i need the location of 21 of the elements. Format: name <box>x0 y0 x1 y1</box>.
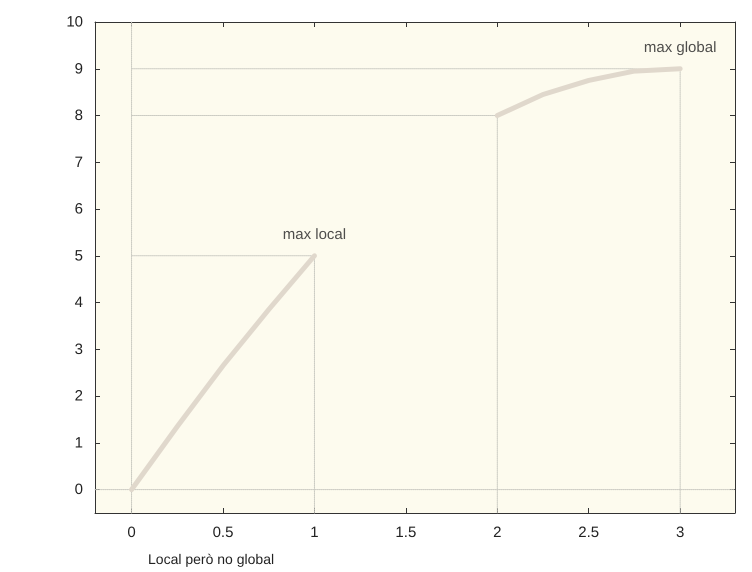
x-tick-label: 1.5 <box>395 524 416 541</box>
x-tick-label: 2.5 <box>578 524 600 541</box>
y-tick-label: 2 <box>74 388 83 405</box>
y-tick-label: 3 <box>74 340 83 358</box>
y-tick-label: 5 <box>74 247 83 264</box>
text: Local però no global <box>148 551 274 567</box>
y-tick-label: 9 <box>74 60 83 78</box>
x-tick-label: 2 <box>493 524 502 541</box>
y-tick-label: 4 <box>74 294 83 312</box>
annotation: max local <box>282 226 346 243</box>
x-tick-label: 0 <box>127 524 136 541</box>
y-tick-label: 1 <box>74 434 83 452</box>
x-tick-label: 0.5 <box>212 524 234 541</box>
y-tick-label: 8 <box>74 107 83 124</box>
x-tick-label: 3 <box>676 524 684 541</box>
y-tick-label: 7 <box>74 154 83 171</box>
y-tick-label: 10 <box>66 14 83 30</box>
annotation: max global <box>644 38 716 56</box>
y-tick-label: 0 <box>74 481 83 498</box>
x-tick-label: 1 <box>310 524 319 541</box>
y-tick-label: 6 <box>74 200 83 218</box>
